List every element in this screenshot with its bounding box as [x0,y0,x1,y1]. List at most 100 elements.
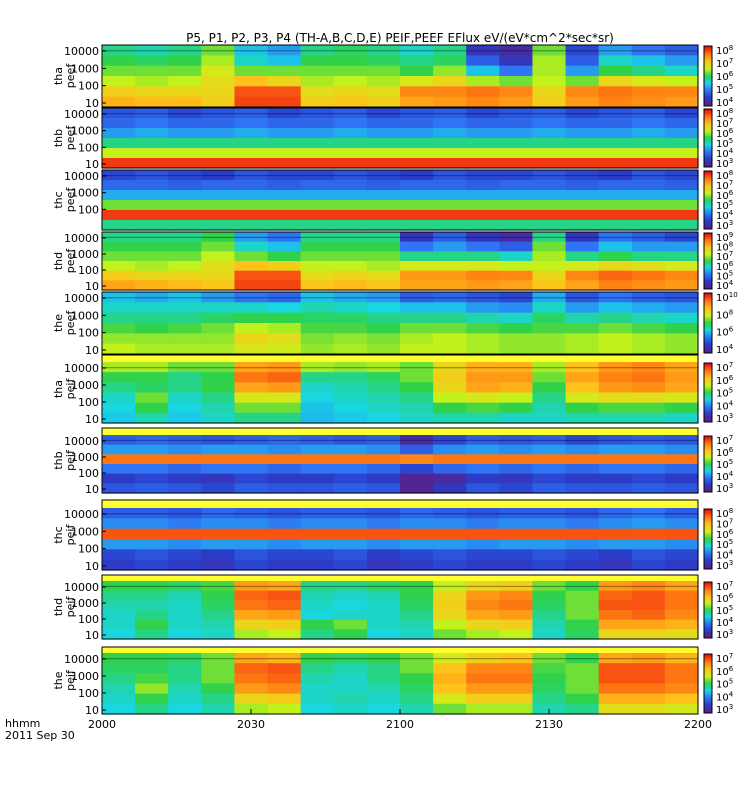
heatmap-stripe [433,175,467,177]
heatmap-cell [366,382,401,394]
colorbar-segment [704,147,712,151]
heatmap-cell [598,108,633,119]
heatmap-cell [267,86,302,98]
colorbar-segment [704,634,712,637]
heatmap-cell [532,190,567,201]
heatmap-stripe [201,513,235,515]
heatmap-cell [333,55,368,67]
colorbar-segment [704,473,712,476]
heatmap-cell [400,55,434,67]
y-tick-label: 10000 [64,170,99,183]
heatmap-stripe [234,113,268,115]
heatmap-stripe [102,113,136,115]
heatmap-cell [234,549,269,561]
colorbar-segment [704,563,712,566]
colorbar-segment [704,223,712,226]
heatmap-stripe [433,658,467,660]
colorbar-segment [704,478,712,482]
colorbar-segment [704,130,712,133]
heatmap-cell [565,693,600,705]
colorbar-segment [704,412,712,415]
heatmap-stripe [565,175,599,177]
heatmap-cell [168,362,202,373]
panel-frame [101,499,699,571]
heatmap-stripe [466,513,500,515]
heatmap-cell [499,518,534,530]
y-tick-label: 100 [78,613,99,626]
heatmap-cell [102,210,136,221]
colorbar-segment [704,465,712,469]
heatmap-cell [102,170,136,181]
colorbar-segment [704,471,712,474]
colorbar-segment [704,46,712,49]
heatmap-cell [201,232,236,243]
heatmap-cell [433,210,467,221]
colorbar-segment [704,557,712,560]
colorbar-segment [704,523,712,526]
heatmap-cell [466,96,500,108]
heatmap-cell [499,473,534,484]
heatmap-cell [366,323,401,334]
y-tick-label: 100 [78,467,99,480]
colorbar-segment [704,661,712,665]
panel-probe-label: thb [52,129,65,147]
heatmap-cell [234,148,269,159]
heatmap-cell [366,703,401,715]
heatmap-stripe [400,113,434,115]
heatmap-cell [333,108,368,119]
heatmap-stripe [400,236,434,239]
colorbar-segment [704,335,712,338]
heatmap-cell [366,232,401,243]
heatmap-cell [102,232,136,243]
heatmap-cell [300,518,335,530]
colorbar-segment [704,529,712,532]
heatmap-cell [168,200,202,211]
heatmap-cell [135,333,169,345]
heatmap-cell [466,508,500,519]
heatmap-stripe [300,113,334,115]
heatmap-cell [135,158,169,169]
heatmap-cell [168,600,202,611]
colorbar-segment [704,636,712,639]
heatmap-cell [333,518,368,530]
heatmap-cell [201,629,236,640]
colorbar-tick-label: 103 [716,703,733,716]
heatmap-cell [400,549,434,561]
heatmap-cell [466,86,500,98]
colorbar-segment [704,689,712,692]
heatmap-cell [598,412,633,424]
heatmap-cell [366,539,401,550]
colorbar-segment [704,617,712,620]
heatmap-cell [135,483,169,494]
heatmap-cell [532,86,567,98]
heatmap-cell [433,241,467,252]
heatmap-cell [267,118,302,129]
heatmap-cell [168,372,202,383]
heatmap-cell [433,45,467,56]
heatmap-stripe [333,513,367,515]
colorbar-segment [704,519,712,522]
colorbar-segment [704,456,712,459]
heatmap-stripe [499,50,533,52]
heatmap-cell [267,483,302,494]
heatmap-cell [168,55,202,67]
panel-frame [101,291,699,355]
colorbar-segment [704,319,712,322]
heatmap-cell [664,270,699,281]
colorbar-frame [703,581,713,639]
heatmap-cell [300,454,335,465]
colorbar-segment [704,157,712,160]
heatmap-cell [565,200,600,211]
heatmap-cell [300,220,335,231]
heatmap-cell [333,220,368,231]
heatmap-cell [598,392,633,404]
heatmap-cell [333,232,368,243]
heatmap-cell [433,261,467,272]
heatmap-cell [333,590,368,601]
colorbar-segment [704,537,712,540]
heatmap-cell [102,581,136,592]
heatmap-cell [532,683,567,695]
heatmap-cell [366,261,401,272]
heatmap-cell [598,619,633,630]
heatmap-cell [433,590,467,601]
